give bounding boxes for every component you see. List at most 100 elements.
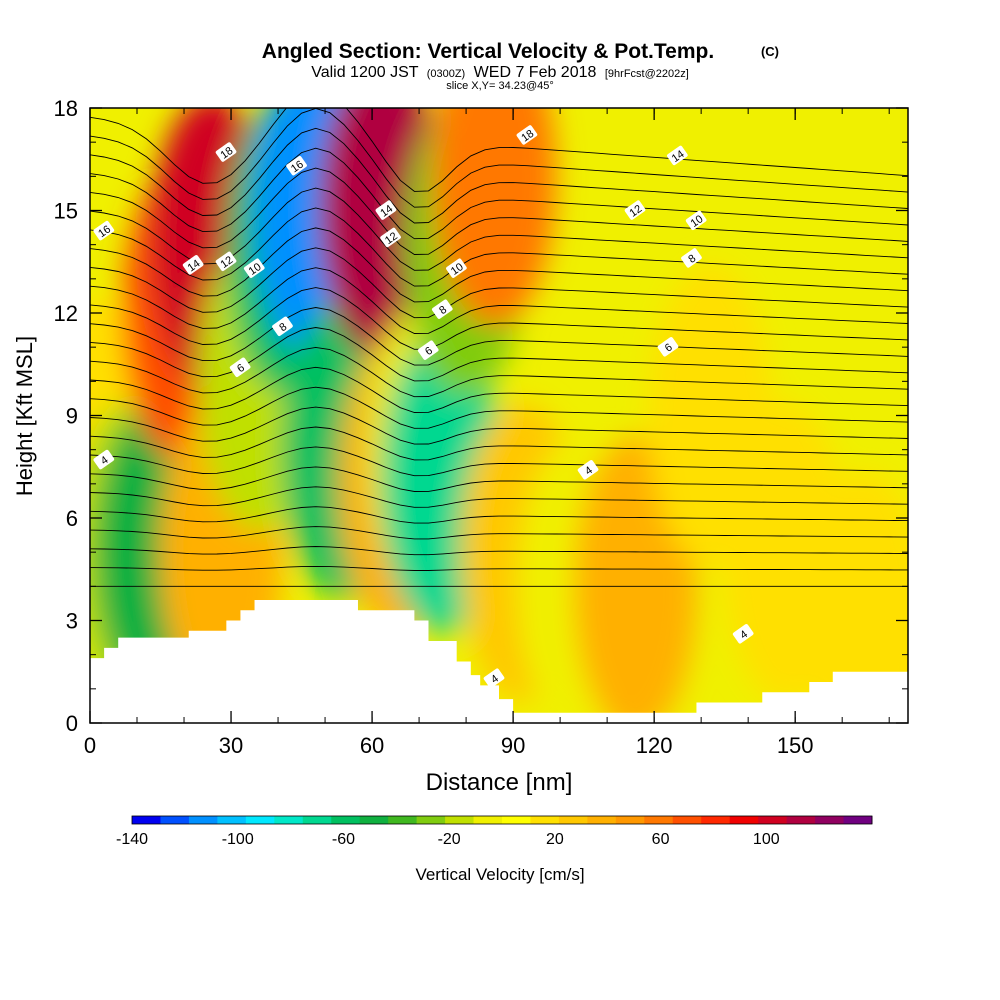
colorbar-swatch [132,816,161,824]
svg-text:14: 14 [186,258,203,275]
y-tick-label: 9 [66,404,78,429]
x-axis: 0 30 60 90 120 150 [84,108,890,758]
x-tick-label: 60 [360,733,384,758]
forecast-info: [9hrFcst@2202z] [605,68,689,80]
isentrope-line [90,167,908,255]
colorbar-swatch [274,816,304,824]
x-tick-label: 90 [501,733,525,758]
isentrope-label: 18 [516,125,538,145]
svg-text:12: 12 [383,230,400,247]
colorbar-swatch [701,816,731,824]
y-axis: 0 3 6 9 12 15 18 [54,96,908,736]
x-axis-label: Distance [nm] [426,769,573,796]
colorbar-swatch [558,816,588,824]
colorbar-swatch [843,816,873,824]
colorbar-swatch [302,816,332,824]
isentrope-line [90,466,908,492]
isentrope-line [90,366,908,413]
isentrope-line [90,386,908,429]
isentrope-label: 8 [272,316,293,336]
isentrope-label: 4 [732,624,754,644]
isentrope-label: 16 [286,155,307,176]
isentrope-line [90,327,908,382]
svg-text:8: 8 [437,304,449,317]
isentrope-label: 6 [229,357,251,377]
slice-info: slice X,Y= 34.23@45° [446,80,554,92]
isentrope-label: 12 [624,200,646,220]
svg-text:8: 8 [686,252,698,265]
colorbar-tick-label: -100 [222,831,254,848]
isentrope-line [90,247,908,319]
colorbar-swatch [188,816,218,824]
isentrope-label: 8 [681,248,702,268]
isentrope-line [90,227,908,303]
isentrope-line [90,307,908,366]
y-tick-label: 15 [54,199,78,224]
svg-text:16: 16 [289,158,306,175]
svg-text:6: 6 [235,362,247,375]
isentrope-label: 12 [380,227,401,248]
isentrope-line [90,127,908,224]
isentrope-label: 18 [215,142,237,162]
isentrope-label: 14 [375,200,397,220]
plot-area: 18 16 18 14 16 14 12 12 10 14 12 10 10 8 8 8 6 6 6 4 4 4 4 [90,108,908,723]
colorbar: -140 -100 -60 -20 20 60 100 [116,815,873,848]
svg-text:10: 10 [449,261,466,278]
colorbar-swatch [729,816,759,824]
isentrope-label: 4 [483,668,505,688]
colorbar-swatch [644,816,674,824]
colorbar-tick-label: -20 [438,831,461,848]
isentrope-label: 6 [417,340,439,360]
svg-text:4: 4 [738,628,750,641]
isentrope-label: 10 [243,258,265,278]
valid-time-line: Valid 1200 JST (0300Z) WED 7 Feb 2018 [9… [311,64,689,81]
isentrope-line [90,565,908,571]
svg-text:18: 18 [218,145,235,162]
colorbar-swatch [786,816,816,824]
svg-text:10: 10 [689,213,706,230]
colorbar-swatch [245,816,275,824]
isentrope-line [90,446,908,477]
isentrope-line [90,108,908,208]
colorbar-tick-label: 100 [753,831,780,848]
svg-text:16: 16 [96,223,113,240]
svg-text:4: 4 [489,673,501,686]
colorbar-swatch [815,816,845,824]
colorbar-tick-label: -140 [116,831,148,848]
isentrope-label: 4 [577,460,599,480]
colorbar-swatch [615,816,645,824]
isentrope-label: 14 [667,145,688,166]
isentrope-label: 16 [93,220,115,241]
svg-text:14: 14 [378,203,395,220]
valid-utc: (0300Z) [427,68,466,80]
svg-text:6: 6 [423,345,435,358]
isentrope-label: 8 [431,299,453,319]
colorbar-swatch [758,816,788,824]
colorbar-swatch [672,816,702,824]
isentrope-label: 6 [657,337,679,357]
velocity-field [90,108,908,723]
colorbar-swatch [502,816,531,824]
isentrope-line [90,267,908,334]
isentrope-line [90,486,908,508]
svg-text:18: 18 [519,128,536,145]
svg-text:6: 6 [663,341,675,354]
svg-text:12: 12 [218,254,235,271]
isentrope-label: 12 [215,251,237,272]
isentrope-line [90,147,908,240]
colorbar-swatch [217,816,247,824]
y-tick-label: 3 [66,609,78,634]
colorbar-swatch [445,816,475,824]
isentrope-line [90,346,908,398]
svg-text:14: 14 [670,148,687,165]
isentrope-line [90,526,908,540]
isentrope-label: 14 [182,255,204,275]
colorbar-swatch [587,816,617,824]
x-tick-label: 30 [219,733,243,758]
colorbar-swatch [388,816,418,824]
isentrope-line [90,546,908,556]
valid-prefix: Valid 1200 JST [311,64,419,81]
chart-title: Angled Section: Vertical Velocity & Pot.… [262,40,714,63]
svg-text:8: 8 [277,321,289,334]
